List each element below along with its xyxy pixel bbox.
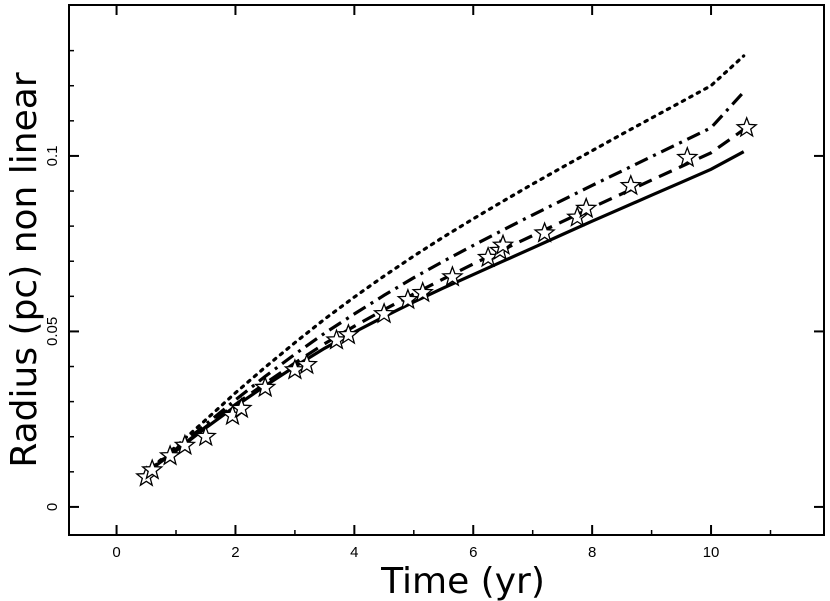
star-marker (295, 352, 319, 375)
x-axis-title: Time (yr) (380, 561, 545, 601)
star-marker (533, 221, 556, 243)
x-tick-label: 4 (350, 544, 358, 561)
star-marker (619, 173, 643, 196)
y-tick-label: 0.1 (44, 145, 61, 166)
star-marker (396, 287, 420, 310)
y-tick-label: 0 (44, 503, 61, 511)
x-tick-label: 10 (703, 544, 720, 561)
y-axis-title: Radius (pc) non linear (4, 72, 45, 467)
star-marker (735, 115, 758, 138)
marker-layer (135, 115, 758, 487)
star-marker (676, 145, 699, 168)
x-tick-label: 0 (112, 544, 120, 561)
star-marker (253, 375, 277, 398)
series-line-solid (145, 150, 745, 474)
x-tick-label: 8 (588, 544, 596, 561)
series-line-dotted (144, 54, 746, 475)
ticks (69, 5, 824, 535)
star-marker (230, 396, 253, 419)
series-line-dash-dot (145, 90, 745, 474)
y-tick-label: 0.05 (44, 317, 61, 346)
star-marker (411, 280, 434, 303)
x-tick-label: 2 (231, 544, 239, 561)
star-marker (194, 424, 217, 447)
star-marker (158, 444, 182, 466)
star-marker (140, 458, 164, 480)
star-marker (173, 433, 197, 456)
x-tick-label: 6 (469, 544, 477, 561)
star-marker (574, 196, 598, 219)
star-marker (441, 265, 464, 287)
tick-labels: 0 2 4 6 8 10 0 0.05 0.1 (44, 145, 719, 561)
star-marker (337, 323, 360, 345)
series-layer (144, 54, 746, 475)
series-line-dashed (145, 128, 745, 474)
plot-frame (68, 4, 825, 536)
star-marker (491, 233, 515, 256)
star-marker (372, 302, 396, 324)
